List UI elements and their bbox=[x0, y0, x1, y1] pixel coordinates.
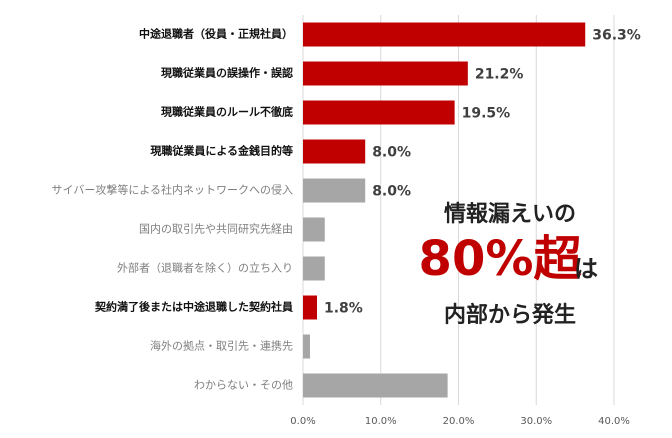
bar bbox=[303, 334, 310, 359]
bar bbox=[303, 61, 468, 86]
y-tick-label: 海外の拠点・取引先・連携先 bbox=[150, 339, 293, 353]
bar bbox=[303, 178, 366, 203]
bar bbox=[303, 217, 325, 242]
x-tick-label: 0.0% bbox=[290, 416, 315, 427]
bar bbox=[303, 295, 317, 320]
x-tick-label: 40.0% bbox=[598, 416, 630, 427]
y-tick-label: 外部者（退職者を除く）の立ち入り bbox=[117, 261, 293, 275]
y-tick-label: 国内の取引先や共同研究先経由 bbox=[139, 222, 293, 236]
annotation-big: 80%超 bbox=[419, 231, 583, 287]
bar bbox=[303, 22, 586, 47]
y-tick-label: 中途退職者（役員・正規社員） bbox=[139, 27, 293, 41]
bar bbox=[303, 100, 455, 125]
y-tick-label: 現職従業員による金銭目的等 bbox=[150, 144, 293, 158]
y-tick-label: 契約満了後または中途退職した契約社員 bbox=[94, 300, 293, 314]
y-tick-label: サイバー攻撃等による社内ネットワークへの侵入 bbox=[52, 183, 293, 197]
value-label: 8.0% bbox=[372, 145, 411, 161]
bar bbox=[303, 139, 366, 164]
value-label: 19.5% bbox=[462, 106, 511, 122]
x-tick-label: 10.0% bbox=[365, 416, 397, 427]
x-tick-label: 30.0% bbox=[520, 416, 552, 427]
bar bbox=[303, 256, 325, 281]
x-tick-label: 20.0% bbox=[443, 416, 475, 427]
bar bbox=[303, 373, 448, 398]
value-label: 21.2% bbox=[475, 67, 524, 83]
y-tick-label: わからない・その他 bbox=[194, 379, 293, 392]
value-label: 8.0% bbox=[372, 184, 411, 200]
annotation-suffix: は bbox=[574, 255, 598, 283]
y-tick-label: 現職従業員の誤操作・誤認 bbox=[161, 66, 293, 80]
y-tick-label: 現職従業員のルール不徹底 bbox=[161, 105, 293, 119]
annotation-line1: 情報漏えいの bbox=[444, 201, 576, 227]
annotation-line2: 内部から発生 bbox=[444, 302, 576, 328]
value-label: 36.3% bbox=[592, 28, 641, 44]
value-label: 1.8% bbox=[324, 301, 363, 317]
